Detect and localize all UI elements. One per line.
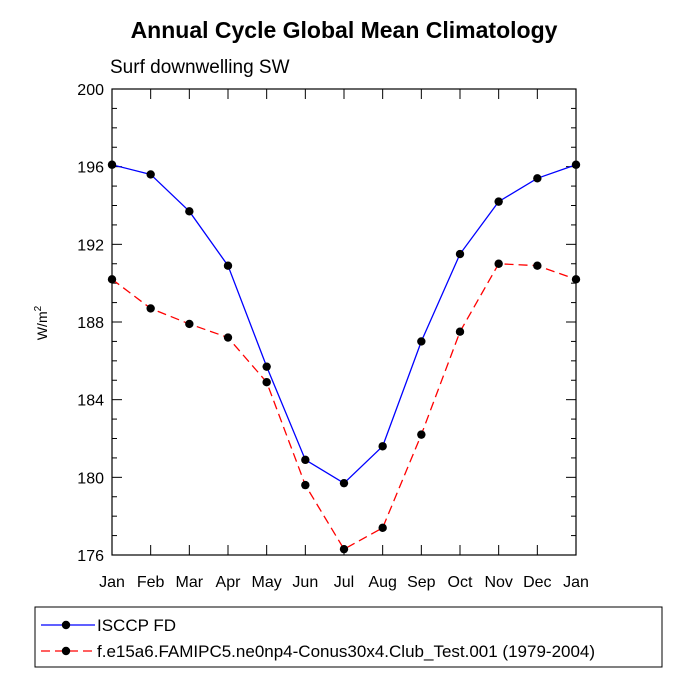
legend-box (34, 606, 663, 668)
series-1-point (494, 197, 503, 206)
legend-marker-1 (61, 620, 71, 630)
x-tick-label: Dec (523, 574, 551, 591)
x-tick-label: Jul (334, 574, 354, 591)
series-1-point (262, 362, 271, 371)
legend: ISCCP FD f.e15a6.FAMIPC5.ne0np4-Conus30x4… (34, 606, 663, 668)
y-axis-title: W/m2 (33, 305, 50, 340)
x-tick-label: Aug (368, 574, 396, 591)
series-2-point (262, 377, 271, 387)
y-tick-label: 180 (77, 470, 104, 487)
series-1-point (339, 478, 349, 488)
y-tick-label: 184 (77, 393, 104, 410)
series-1-point (417, 337, 426, 346)
y-tick-label: 192 (77, 237, 104, 254)
series-1-point (378, 442, 387, 451)
x-tick-label: Sep (407, 574, 436, 591)
chart-title: Annual Cycle Global Mean Climatology (131, 17, 558, 43)
x-tick-label: Jan (563, 574, 589, 591)
y-tick-label: 188 (77, 315, 104, 332)
y-axis-title-sup: 2 (33, 305, 44, 311)
x-tick-label: Mar (176, 574, 204, 591)
series-2-point (417, 430, 426, 439)
y-tick-label: 196 (77, 160, 104, 177)
x-tick-label: Apr (216, 574, 242, 591)
series-line-2 (111, 263, 577, 551)
series-1-point (571, 160, 581, 169)
series-1-point (107, 160, 117, 169)
series-2-point (107, 275, 117, 284)
chart-subtitle: Surf downwelling SW (110, 57, 290, 78)
x-tick-label: Jun (292, 574, 318, 591)
y-tick-label: 176 (77, 548, 104, 565)
x-tick-label: Nov (484, 574, 512, 591)
series-1-point (223, 261, 233, 270)
legend-marker-2 (61, 646, 71, 656)
x-tick-label: Jan (99, 574, 125, 591)
series-1-point (533, 174, 542, 183)
series-line-1 (111, 164, 577, 484)
series-2-point (455, 327, 465, 336)
y-axis-title-text: W/m (34, 311, 50, 340)
series-1-point (301, 455, 310, 465)
x-tick-label: Oct (448, 574, 473, 591)
x-tick-label: Feb (137, 574, 165, 591)
series-2-point (185, 319, 194, 329)
series-2-point (494, 259, 503, 268)
legend-label-2: f.e15a6.FAMIPC5.ne0np4-Conus30x4.Club_Te… (97, 642, 595, 661)
series-1-point (185, 207, 194, 216)
y-tick-label: 200 (77, 82, 104, 99)
series-2-point (378, 523, 387, 533)
series-2-point (223, 333, 233, 342)
series-2-point (533, 261, 542, 270)
series-1-point (146, 170, 155, 179)
plot-area: 176 180 184 188 192 196 200 Jan Feb Mar Apr May Jun J… (77, 82, 589, 591)
legend-label-1: ISCCP FD (97, 616, 176, 635)
series-2-point (339, 544, 349, 554)
series-2-point (301, 480, 310, 490)
x-tick-label: May (252, 574, 282, 591)
series-2-point (146, 304, 155, 313)
series-2-point (571, 275, 581, 284)
series-1-point (455, 249, 465, 259)
